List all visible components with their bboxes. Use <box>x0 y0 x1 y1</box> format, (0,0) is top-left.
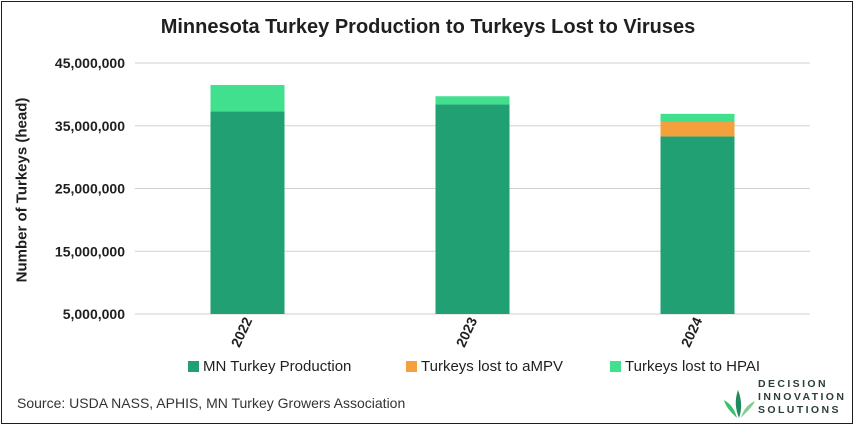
legend-label-production: MN Turkey Production <box>203 358 352 375</box>
bar-2022-series-0 <box>210 111 285 314</box>
logo-line-1: DECISION <box>758 378 828 390</box>
bar-2024-series-0 <box>660 136 735 314</box>
legend-item-production: MN Turkey Production <box>188 358 351 375</box>
chart-title: Minnesota Turkey Production to Turkeys L… <box>160 16 696 38</box>
legend: MN Turkey Production Turkeys lost to aMP… <box>0 358 856 378</box>
y-tick-label: 35,000,000 <box>55 118 125 134</box>
y-tick-label: 45,000,000 <box>55 55 125 71</box>
y-tick-label: 15,000,000 <box>55 243 125 259</box>
leaf-logo-icon <box>724 390 755 418</box>
x-tick-label: 2024 <box>678 314 706 349</box>
company-logo: DECISION INNOVATION SOLUTIONS <box>722 378 852 422</box>
legend-swatch-hpai <box>610 361 621 372</box>
legend-swatch-ampv <box>406 361 417 372</box>
bar-2023-series-0 <box>435 104 510 314</box>
x-tick-label: 2022 <box>228 314 256 349</box>
bar-2024-series-1 <box>660 121 735 137</box>
bar-2022-series-2 <box>210 84 285 112</box>
logo-line-3: SOLUTIONS <box>758 404 841 416</box>
y-tick-label: 5,000,000 <box>63 306 125 322</box>
bar-2024-series-2 <box>660 113 735 122</box>
legend-label-ampv: Turkeys lost to aMPV <box>421 358 563 375</box>
y-tick-label: 25,000,000 <box>55 181 125 197</box>
logo-text: DECISION INNOVATION SOLUTIONS <box>758 378 846 417</box>
bar-2023-series-2 <box>435 96 510 105</box>
legend-swatch-production <box>188 361 199 372</box>
legend-item-hpai: Turkeys lost to HPAI <box>610 358 760 375</box>
legend-item-ampv: Turkeys lost to aMPV <box>406 358 563 375</box>
x-tick-label: 2023 <box>453 314 481 349</box>
legend-label-hpai: Turkeys lost to HPAI <box>625 358 761 375</box>
source-note: Source: USDA NASS, APHIS, MN Turkey Grow… <box>17 395 406 411</box>
logo-line-2: INNOVATION <box>758 391 847 403</box>
